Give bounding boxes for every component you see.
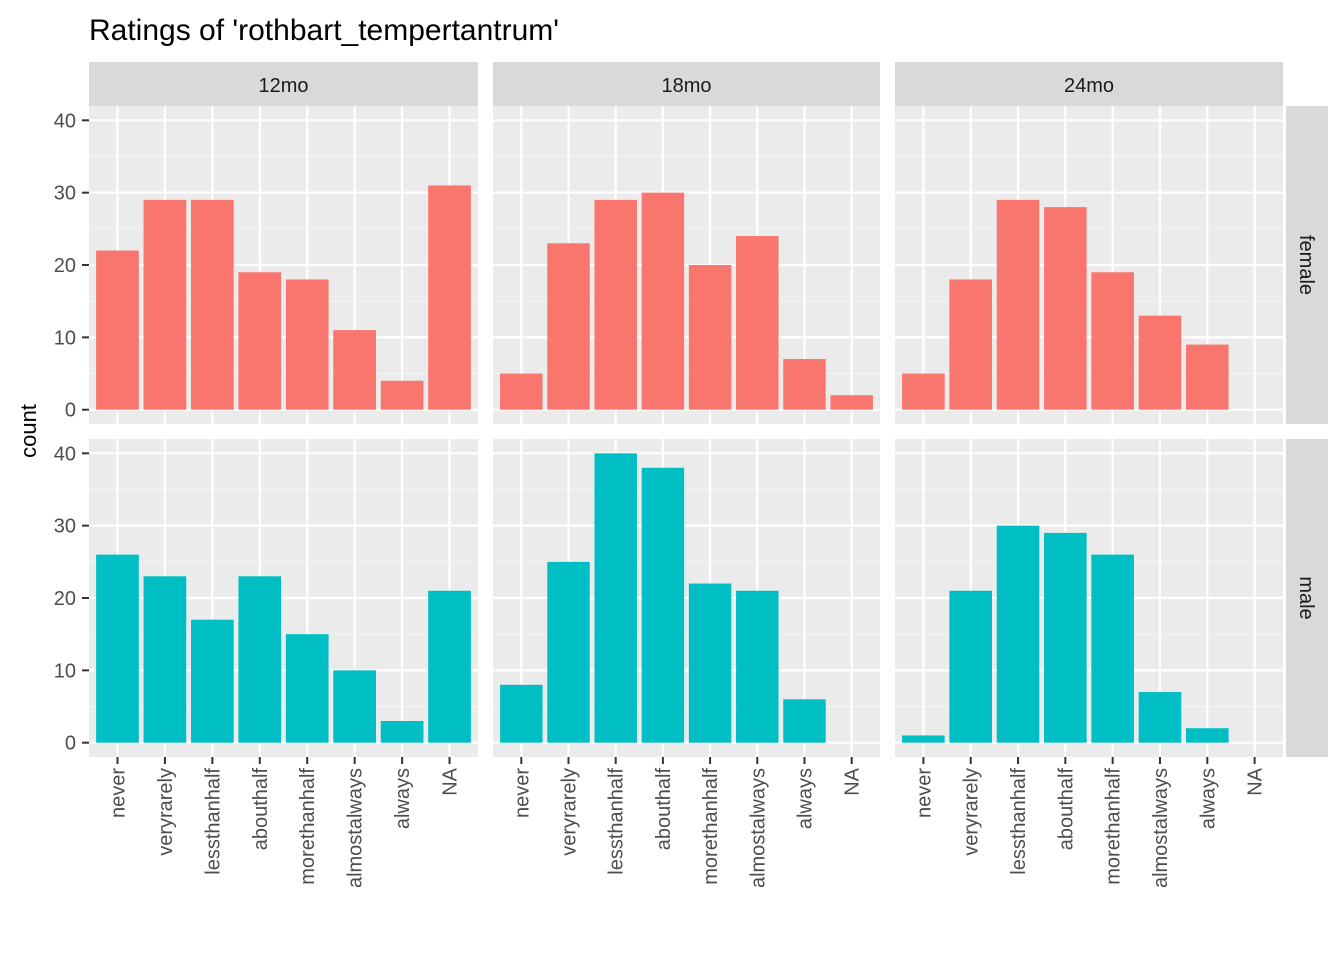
x-tick-label: lessthanhalf <box>1008 768 1030 875</box>
bar-18mo-female-abouthalf <box>641 192 685 410</box>
x-tick-label: lessthanhalf <box>606 768 628 875</box>
y-tick-label: 10 <box>54 327 76 349</box>
y-tick-label: 20 <box>54 588 76 610</box>
strip-background-24mo <box>895 62 1283 106</box>
y-tick-label: 30 <box>54 183 76 205</box>
bar-24mo-male-never <box>902 735 945 743</box>
strip-background-18mo <box>493 62 880 106</box>
bar-12mo-female-always <box>380 380 424 410</box>
x-tick-label: morethanhalf <box>1103 768 1125 885</box>
bar-18mo-female-lessthanhalf <box>594 199 637 410</box>
x-tick-label: always <box>392 768 414 829</box>
bar-12mo-male-veryrarely <box>143 576 187 743</box>
strip-background-12mo <box>89 62 478 106</box>
x-tick-label: veryrarely <box>559 768 581 856</box>
bar-12mo-male-morethanhalf <box>285 634 329 743</box>
bar-12mo-male-never <box>96 554 139 743</box>
x-tick-label: always <box>794 768 816 829</box>
y-tick-label: 0 <box>65 400 76 422</box>
chart-title: Ratings of 'rothbart_tempertantrum' <box>89 14 559 47</box>
bar-12mo-male-abouthalf <box>238 576 282 743</box>
bar-24mo-female-always <box>1186 344 1229 410</box>
x-tick-label: lessthanhalf <box>202 768 224 875</box>
bar-12mo-male-lessthanhalf <box>190 619 234 743</box>
bar-18mo-female-NA <box>830 395 873 410</box>
strip-label-18mo: 18mo <box>661 75 711 97</box>
x-tick-label: NA <box>1245 767 1267 795</box>
bar-24mo-female-veryrarely <box>949 279 992 410</box>
strip-label-24mo: 24mo <box>1064 75 1114 97</box>
x-tick-label: almostalways <box>747 768 769 888</box>
x-tick-label: abouthalf <box>1055 768 1077 851</box>
bar-18mo-male-abouthalf <box>641 467 685 743</box>
bar-24mo-male-lessthanhalf <box>996 525 1040 743</box>
bar-18mo-male-veryrarely <box>547 561 590 743</box>
bar-18mo-male-always <box>783 699 826 743</box>
bar-18mo-male-lessthanhalf <box>594 453 637 743</box>
strip-label-female: female <box>1295 235 1317 295</box>
bar-12mo-female-almostalways <box>333 330 377 410</box>
bar-12mo-male-always <box>380 720 424 743</box>
x-tick-label: NA <box>842 767 864 795</box>
bar-12mo-female-morethanhalf <box>285 279 329 410</box>
plot-area: 12mo 18mo 24mo female male 0 10 20 30 40 0 10 20 30 40… <box>54 62 1328 888</box>
bar-24mo-male-morethanhalf <box>1091 554 1134 743</box>
bar-12mo-female-NA <box>428 185 471 410</box>
bar-24mo-male-veryrarely <box>949 590 992 743</box>
bar-12mo-male-almostalways <box>333 670 377 743</box>
y-tick-label: 0 <box>65 733 76 755</box>
x-tick-label: almostalways <box>1150 768 1172 888</box>
bar-24mo-female-abouthalf <box>1044 207 1087 410</box>
bar-12mo-female-never <box>96 250 139 410</box>
x-tick-label: abouthalf <box>250 768 272 851</box>
bar-18mo-male-almostalways <box>736 590 779 743</box>
x-tick-label: never <box>511 768 533 818</box>
x-tick-label: veryrarely <box>961 768 983 856</box>
x-tick-label: almostalways <box>345 768 367 888</box>
y-axis-label: count <box>16 404 41 458</box>
bar-24mo-male-abouthalf <box>1044 532 1087 743</box>
bar-18mo-female-never <box>500 373 543 410</box>
bar-24mo-female-almostalways <box>1138 315 1182 410</box>
x-tick-label: never <box>913 768 935 818</box>
strip-background-female <box>1286 106 1328 424</box>
bar-18mo-male-morethanhalf <box>688 583 732 743</box>
y-tick-label: 40 <box>54 110 76 132</box>
y-tick-label: 30 <box>54 516 76 538</box>
bar-18mo-female-veryrarely <box>547 243 590 410</box>
x-tick-label: veryrarely <box>155 768 177 856</box>
bar-12mo-female-lessthanhalf <box>190 199 234 410</box>
bar-24mo-female-lessthanhalf <box>996 199 1040 410</box>
bar-18mo-male-never <box>500 684 543 743</box>
bar-24mo-female-morethanhalf <box>1091 272 1134 410</box>
bar-12mo-female-veryrarely <box>143 199 187 410</box>
x-tick-label: always <box>1197 768 1219 829</box>
bar-18mo-female-morethanhalf <box>688 265 732 410</box>
x-tick-label: abouthalf <box>653 768 675 851</box>
bar-24mo-male-always <box>1186 728 1229 743</box>
strip-background-male <box>1286 439 1328 757</box>
y-tick-label: 10 <box>54 660 76 682</box>
bar-12mo-female-abouthalf <box>238 272 282 410</box>
x-tick-label: never <box>107 768 129 818</box>
strip-label-male: male <box>1295 576 1317 619</box>
bar-12mo-male-NA <box>428 590 471 743</box>
bar-24mo-male-almostalways <box>1138 692 1182 743</box>
bar-24mo-female-never <box>902 373 945 410</box>
bar-18mo-female-almostalways <box>736 236 779 410</box>
x-tick-label: morethanhalf <box>297 768 319 885</box>
x-tick-label: NA <box>440 767 462 795</box>
bar-18mo-female-always <box>783 359 826 410</box>
y-tick-label: 40 <box>54 443 76 465</box>
x-tick-label: morethanhalf <box>700 768 722 885</box>
y-tick-label: 20 <box>54 255 76 277</box>
strip-label-12mo: 12mo <box>258 75 308 97</box>
